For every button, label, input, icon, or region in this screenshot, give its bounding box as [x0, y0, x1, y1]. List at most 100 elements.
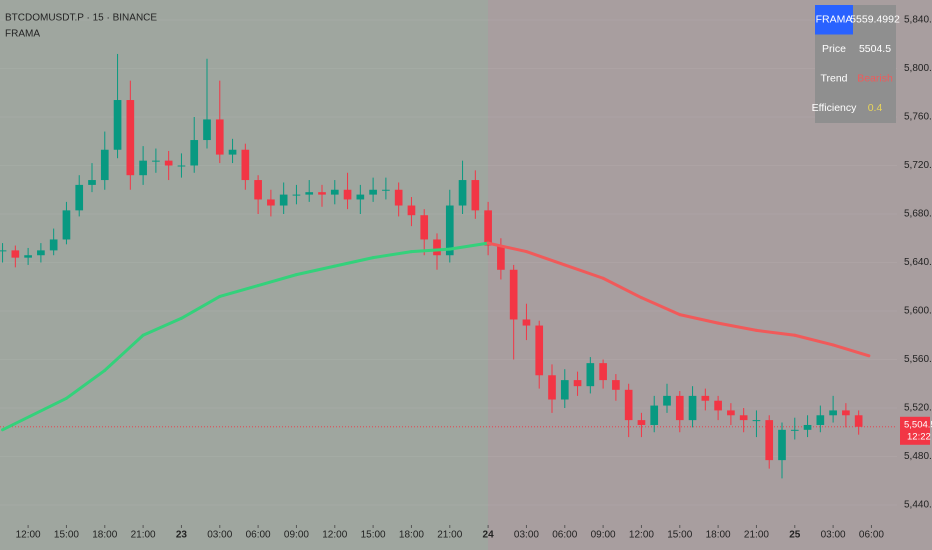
x-tick-label: 12:00 — [322, 530, 347, 541]
frama-segment — [64, 368, 107, 400]
x-tick-label: 21:00 — [744, 530, 769, 541]
candle-body — [854, 415, 863, 427]
frama-segment — [639, 296, 682, 317]
candle-body — [599, 363, 607, 381]
candle-body — [37, 250, 45, 256]
frama-segment — [333, 256, 375, 268]
candle-body — [803, 424, 812, 430]
x-tick-label: 03:00 — [821, 530, 846, 541]
candle-body — [522, 319, 531, 326]
y-tick-label: 5,520.0 — [904, 403, 932, 414]
candle-body — [739, 415, 748, 421]
candle-body — [842, 410, 850, 416]
x-tick-label: 06:00 — [552, 530, 577, 541]
candle-body — [382, 189, 390, 191]
candle-body — [49, 239, 58, 251]
candle-body — [701, 395, 710, 401]
candle-body — [152, 160, 160, 162]
candle-body — [663, 395, 671, 406]
candle-body — [829, 410, 837, 416]
candle-body — [688, 395, 697, 421]
frama-segment — [716, 321, 758, 332]
candle-body — [177, 165, 186, 167]
y-tick-label: 5,800.0 — [904, 63, 932, 74]
candle-body — [305, 192, 314, 195]
frama-segment — [256, 273, 298, 288]
y-tick-label: 5,440.0 — [904, 500, 932, 511]
frama-segment — [831, 343, 871, 358]
x-tick-label: 18:00 — [399, 530, 424, 541]
candle-body — [369, 189, 377, 195]
frama-segment — [409, 247, 452, 254]
y-tick-label: 5,600.0 — [904, 306, 932, 317]
candle-body — [509, 269, 518, 320]
x-tick-label: 03:00 — [207, 530, 232, 541]
candle-body — [445, 205, 454, 256]
candle-body — [62, 210, 71, 240]
candle-body — [318, 192, 326, 195]
price-label: 5,504.5 — [904, 419, 932, 430]
candle-body — [714, 400, 722, 411]
table-label: Price — [822, 43, 846, 55]
candle-body — [560, 380, 569, 400]
x-tick-label: 15:00 — [54, 530, 79, 541]
frama-segment — [486, 241, 528, 254]
candle-body — [292, 194, 301, 196]
table-value: 5559.4992 — [850, 14, 900, 26]
candle-body — [624, 389, 633, 421]
candle-body — [139, 160, 147, 176]
candle-body — [778, 429, 786, 461]
y-tick-label: 5,560.0 — [904, 354, 932, 365]
candle-body — [241, 149, 250, 181]
y-tick-label: 5,840.0 — [904, 15, 932, 26]
frama-segment — [179, 294, 222, 320]
candle-body — [11, 250, 20, 258]
candle-body — [88, 180, 96, 185]
candle-body — [228, 149, 237, 155]
candle-body — [113, 100, 122, 150]
table-label: FRAMA — [816, 14, 853, 26]
candle-body — [816, 415, 825, 425]
x-tick-label: 24 — [483, 530, 495, 541]
candle-body — [458, 180, 467, 206]
price-badge — [900, 416, 930, 445]
x-tick-label: 21:00 — [131, 530, 156, 541]
candle-body — [203, 119, 211, 141]
x-tick-label: 18:00 — [706, 530, 731, 541]
y-tick-label: 5,480.0 — [904, 451, 932, 462]
x-tick-label: 12:00 — [16, 530, 41, 541]
x-tick-label: 09:00 — [591, 530, 616, 541]
candle-body — [420, 215, 429, 240]
frama-segment — [448, 241, 490, 251]
frama-segment — [524, 250, 567, 267]
x-tick-label: 12:00 — [629, 530, 654, 541]
candle-body — [471, 180, 480, 211]
x-tick-label: 06:00 — [246, 530, 271, 541]
table-label: Trend — [820, 73, 847, 85]
candle-body — [254, 180, 262, 200]
candle-body — [267, 199, 275, 206]
candle-body — [535, 325, 544, 376]
indicator-label: FRAMA — [5, 29, 40, 40]
countdown: 12:22 — [907, 431, 931, 442]
candle-body — [586, 363, 595, 387]
y-tick-label: 5,680.0 — [904, 209, 932, 220]
candle-body — [75, 184, 84, 211]
y-tick-label: 5,640.0 — [904, 257, 932, 268]
x-tick-label: 21:00 — [437, 530, 462, 541]
candle-body — [343, 189, 352, 200]
candle-body — [100, 149, 109, 181]
candle-body — [752, 420, 761, 422]
candle-body — [164, 160, 173, 166]
table-header-cell — [815, 5, 853, 35]
candle-body — [497, 245, 505, 270]
candle-body — [0, 250, 7, 252]
symbol: BTCDOMUSDT.P · 15 · BINANCE — [5, 13, 157, 24]
table-value: 0.4 — [868, 102, 883, 114]
candle-body — [484, 210, 492, 246]
frama-segment — [678, 313, 720, 325]
table-value: Bearish — [857, 73, 893, 85]
candle-body — [650, 405, 659, 425]
